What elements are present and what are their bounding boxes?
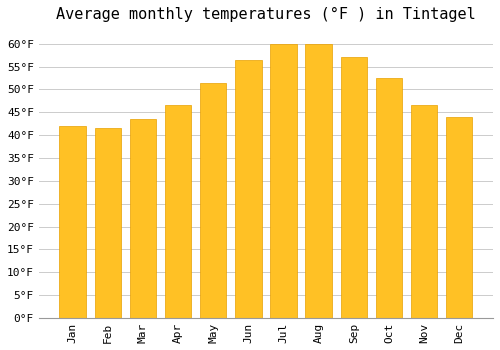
Bar xyxy=(270,44,296,318)
Bar xyxy=(200,83,226,318)
Bar xyxy=(306,44,332,318)
Bar xyxy=(340,57,367,318)
Bar xyxy=(165,105,191,318)
Bar xyxy=(60,126,86,318)
Bar xyxy=(376,78,402,318)
Bar xyxy=(94,128,121,318)
Bar xyxy=(411,105,438,318)
Bar xyxy=(446,117,472,318)
Bar xyxy=(130,119,156,318)
Title: Average monthly temperatures (°F ) in Tintagel: Average monthly temperatures (°F ) in Ti… xyxy=(56,7,476,22)
Bar xyxy=(235,60,262,318)
